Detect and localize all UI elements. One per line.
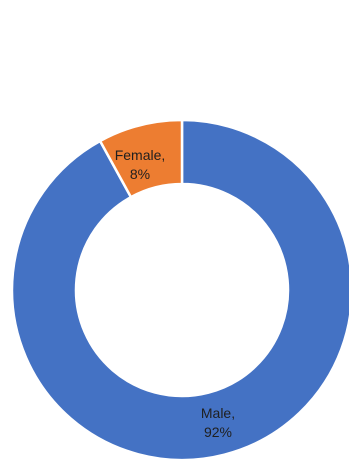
slices-layer [10, 118, 349, 462]
data-label-male-percent: 92% [204, 424, 232, 440]
data-label-female-percent: 8% [130, 166, 150, 182]
data-label-female: Female, 8% [115, 147, 166, 182]
data-label-male-name: Male, [201, 405, 235, 421]
slice-male [10, 118, 349, 462]
labels-layer: Male, 92% Female, 8% [115, 147, 235, 440]
data-label-female-name: Female, [115, 147, 166, 163]
slice-female [98, 118, 184, 199]
data-label-male: Male, 92% [201, 405, 235, 440]
